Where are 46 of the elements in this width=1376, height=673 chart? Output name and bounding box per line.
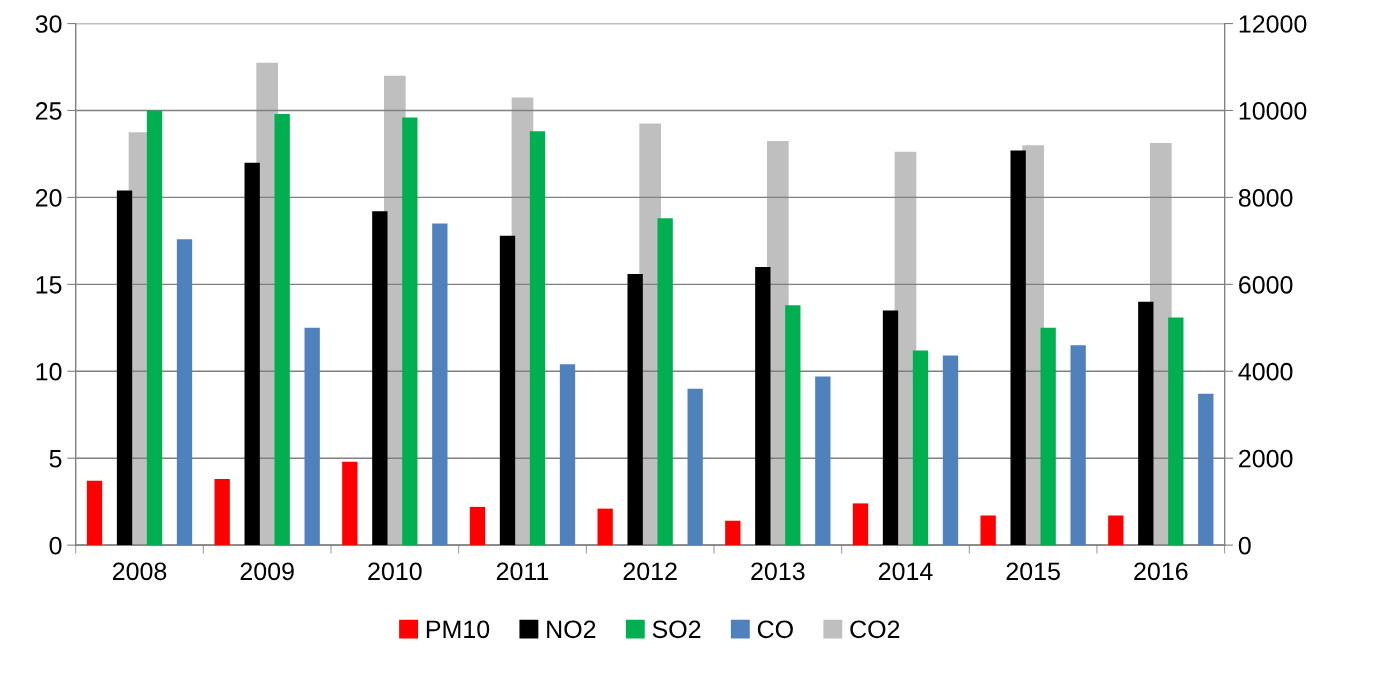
bar [1108, 515, 1124, 546]
bar [86, 480, 103, 546]
bar [980, 515, 996, 546]
y2-tick-label: 10000 [1239, 102, 1307, 120]
y2-tick-label: 8000 [1238, 189, 1293, 207]
x-tick-label: 2013 [751, 562, 805, 581]
y2-tick-label: 4000 [1238, 362, 1293, 381]
bar [852, 503, 869, 546]
y2-tick-label: 6000 [1239, 275, 1293, 294]
bar [214, 479, 230, 546]
y-tick-label: 10 [36, 362, 62, 381]
y-tick-label: 0 [49, 536, 62, 555]
bar [725, 520, 741, 546]
bar [432, 223, 448, 546]
x-tick-label: 2008 [112, 562, 167, 581]
x-tick-label: 2010 [368, 562, 422, 581]
y-tick-label: 15 [36, 276, 62, 294]
legend-label: PM10 [426, 620, 490, 639]
bar [342, 461, 358, 546]
legend-label: CO [757, 620, 793, 639]
y2-tick-label: 12000 [1239, 15, 1307, 33]
bar [687, 388, 703, 546]
x-tick-label: 2009 [240, 562, 294, 581]
bar [176, 239, 193, 546]
bar [469, 506, 486, 546]
x-tick-label: 2016 [1134, 562, 1188, 581]
legend-label: NO2 [547, 620, 596, 639]
x-tick-label: 2014 [878, 562, 933, 581]
y2-tick-label: 0 [1238, 536, 1251, 555]
y2-tick-label: 2000 [1239, 449, 1293, 468]
bar [559, 364, 576, 546]
bar [304, 327, 320, 546]
x-tick-label: 2011 [496, 562, 549, 581]
legend-label: SO2 [652, 620, 701, 639]
bar [597, 508, 613, 546]
bar [1070, 345, 1086, 546]
y-tick-label: 25 [35, 102, 62, 120]
bar [815, 376, 831, 546]
legend-label: CO2 [850, 620, 900, 639]
bar [1198, 393, 1214, 546]
y-tick-label: 20 [35, 189, 62, 207]
y-tick-label: 30 [35, 15, 62, 33]
bar [942, 355, 959, 546]
x-tick-label: 2015 [1006, 562, 1060, 581]
x-tick-label: 2012 [623, 562, 677, 581]
y-tick-label: 5 [49, 450, 62, 468]
